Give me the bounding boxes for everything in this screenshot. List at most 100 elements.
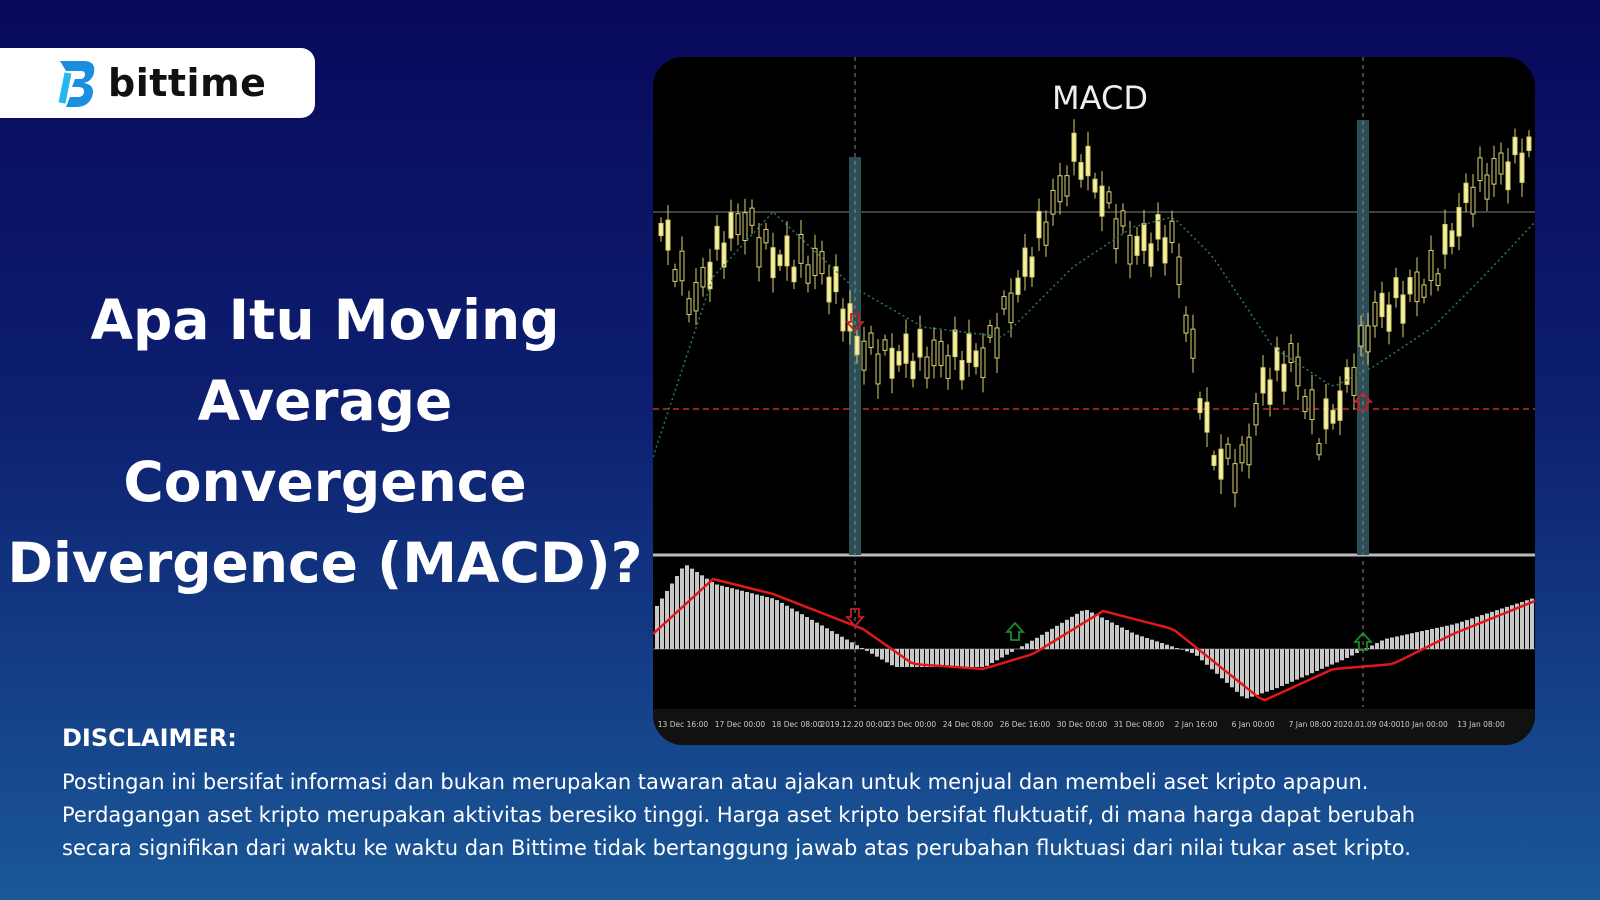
histogram-bar	[1190, 649, 1194, 653]
histogram-bar	[990, 649, 994, 664]
histogram-bar	[835, 633, 839, 649]
candle-body	[742, 212, 748, 242]
candle-body	[840, 308, 846, 332]
candle-body	[910, 360, 916, 380]
histogram-bar	[1390, 637, 1394, 649]
histogram-bar	[700, 575, 704, 649]
histogram-bar	[1000, 649, 1004, 658]
candle-body	[1414, 271, 1420, 303]
histogram-bar	[1225, 649, 1229, 683]
histogram-bar	[1045, 631, 1049, 649]
histogram-bar	[905, 649, 909, 667]
histogram-bar	[1485, 613, 1489, 649]
histogram-bar	[1525, 600, 1529, 649]
disclaimer-line: Perdagangan aset kripto merupakan aktivi…	[62, 803, 1416, 827]
histogram-bar	[705, 578, 709, 649]
histogram-bar	[975, 649, 979, 667]
candle-body	[924, 356, 930, 379]
histogram-bar	[850, 642, 854, 649]
candle-body	[1260, 367, 1266, 394]
histogram-bar	[1255, 649, 1259, 695]
histogram-bar	[1235, 649, 1239, 692]
histogram-bar	[1370, 645, 1374, 649]
histogram-bar	[1070, 616, 1074, 649]
candle-body	[1092, 178, 1098, 193]
histogram-bar	[1465, 620, 1469, 649]
histogram-bar	[995, 649, 999, 661]
histogram-bar	[1005, 649, 1009, 655]
histogram-bar	[740, 590, 744, 649]
logo[interactable]: bittime	[0, 48, 315, 118]
candle-body	[1428, 249, 1434, 281]
candle-body	[714, 225, 720, 250]
histogram-bar	[1430, 628, 1434, 649]
histogram-bar	[1215, 649, 1219, 674]
candle-body	[1295, 356, 1301, 387]
histogram-bar	[1440, 626, 1444, 649]
histogram-bar	[1425, 630, 1429, 649]
time-label: 31 Dec 08:00	[1114, 720, 1165, 729]
candle-body	[1407, 277, 1413, 295]
candle-body	[721, 242, 727, 268]
histogram-bar	[1195, 649, 1199, 656]
histogram-bar	[685, 565, 689, 649]
histogram-bar	[1320, 649, 1324, 669]
histogram-bar	[1510, 605, 1514, 649]
histogram-bar	[775, 600, 779, 649]
headline-line: Apa Itu Moving	[90, 288, 560, 352]
histogram-bar	[960, 649, 964, 667]
histogram-bar	[1150, 639, 1154, 649]
histogram-bar	[1035, 637, 1039, 649]
histogram-bar	[855, 645, 859, 649]
histogram-bar	[945, 649, 949, 667]
histogram-bar	[1275, 649, 1279, 689]
candle-body	[1225, 443, 1231, 459]
candle-body	[966, 333, 972, 363]
time-label: 30 Dec 00:00	[1057, 720, 1108, 729]
time-label: 24 Dec 08:00	[943, 720, 994, 729]
histogram-bar	[925, 649, 929, 667]
candle-body	[686, 298, 692, 315]
candle-body	[1470, 186, 1476, 215]
headline-line: Average	[197, 369, 453, 433]
candle-body	[833, 266, 839, 293]
candle-body	[1029, 256, 1035, 278]
histogram-bar	[755, 594, 759, 649]
candle-body	[1379, 292, 1385, 318]
time-label: 13 Dec 16:00	[658, 720, 709, 729]
candle-body	[770, 247, 776, 279]
headline-line: Convergence	[123, 450, 527, 514]
histogram-bar	[1520, 601, 1524, 649]
histogram-bar	[795, 611, 799, 649]
headline: Apa Itu Moving Average Convergence Diver…	[0, 280, 650, 604]
candle-body	[693, 281, 699, 312]
histogram-bar	[845, 639, 849, 649]
candle-body	[1253, 403, 1259, 426]
candle-body	[1344, 367, 1350, 385]
candle-body	[1358, 325, 1364, 347]
candle-body	[1015, 277, 1021, 295]
histogram-bar	[1240, 649, 1244, 697]
histogram-bar	[790, 608, 794, 649]
time-label: 6 Jan 00:00	[1232, 720, 1275, 729]
signal-line	[653, 577, 1535, 702]
candle-body	[1239, 444, 1245, 464]
candle-body	[1393, 277, 1399, 299]
candle-body	[1190, 328, 1196, 359]
histogram-bar	[1165, 644, 1169, 649]
histogram-bar	[900, 649, 904, 667]
histogram-bar	[1230, 649, 1234, 688]
candle-body	[1337, 390, 1343, 421]
candle-body	[973, 350, 979, 368]
histogram-bar	[1090, 612, 1094, 649]
candle-body	[889, 347, 895, 379]
histogram-bar	[1030, 640, 1034, 649]
candle-body	[1512, 136, 1518, 156]
candle-body	[1519, 152, 1525, 183]
histogram-bar	[1295, 649, 1299, 680]
histogram-bar	[1490, 611, 1494, 649]
candle-body	[1120, 210, 1126, 227]
candle-body	[679, 250, 685, 282]
candle-body	[1176, 256, 1182, 286]
candle-body	[1309, 389, 1315, 421]
